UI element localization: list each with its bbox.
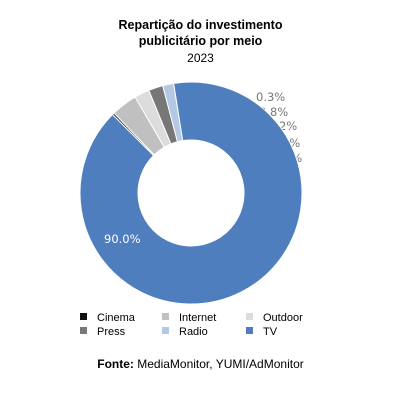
legend-item-radio: Radio xyxy=(162,326,208,339)
legend-item-outdoor: Outdoor xyxy=(246,312,303,325)
legend-label-internet: Internet xyxy=(179,312,217,324)
data-label-cinema: 0.3% xyxy=(256,90,285,104)
chart-title-line-2: publicitário por meio xyxy=(138,34,263,48)
legend-item-press: Press xyxy=(80,326,125,339)
legend-swatch-cinema xyxy=(80,313,87,320)
legend-swatch-press xyxy=(80,327,87,334)
legend-swatch-outdoor xyxy=(246,313,253,320)
legend-item-cinema: Cinema xyxy=(80,312,135,325)
legend-label-tv: TV xyxy=(263,326,278,338)
legend-item-tv: TV xyxy=(246,326,277,339)
legend-swatch-radio xyxy=(162,327,169,334)
slice-tv xyxy=(79,81,303,305)
legend-swatch-internet xyxy=(162,313,169,320)
legend-label-cinema: Cinema xyxy=(97,312,135,324)
legend-label-outdoor: Outdoor xyxy=(263,312,303,324)
chart-source: Fonte: MediaMonitor, YUMI/AdMonitor xyxy=(0,357,401,371)
legend-item-internet: Internet xyxy=(162,312,216,325)
chart-title-line-1: Repartição do investimento xyxy=(118,18,283,32)
source-label: Fonte: xyxy=(97,357,134,371)
legend-swatch-tv xyxy=(246,327,253,334)
legend-label-radio: Radio xyxy=(179,326,208,338)
source-text: MediaMonitor, YUMI/AdMonitor xyxy=(137,357,304,371)
chart-subtitle: 2023 xyxy=(187,51,214,65)
legend-label-press: Press xyxy=(97,326,126,338)
data-label-tv: 90.0% xyxy=(104,232,141,246)
